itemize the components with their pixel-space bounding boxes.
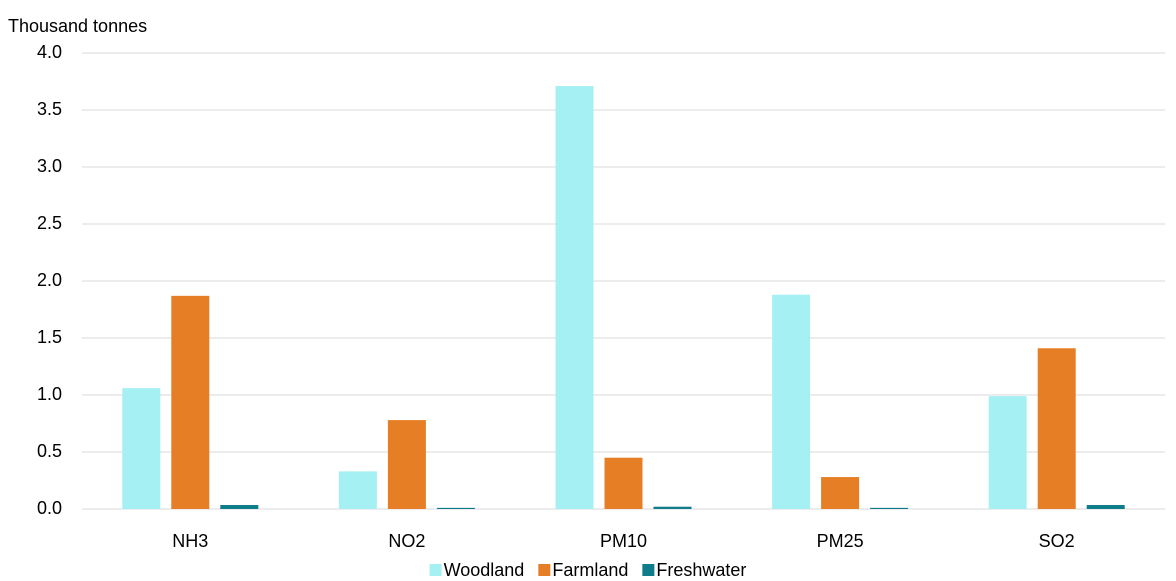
x-tick-label: NO2: [388, 531, 425, 551]
legend-label: Woodland: [444, 560, 525, 580]
y-tick-label: 4.0: [37, 42, 62, 62]
y-tick-label: 2.5: [37, 213, 62, 233]
y-tick-label: 2.0: [37, 270, 62, 290]
x-tick-label: SO2: [1039, 531, 1075, 551]
bar: [772, 294, 811, 509]
bar: [220, 505, 259, 509]
x-tick-label: PM25: [817, 531, 864, 551]
legend-swatch: [642, 564, 655, 576]
bar: [653, 506, 692, 509]
bar: [821, 477, 860, 509]
bar: [988, 396, 1027, 509]
bar: [171, 295, 210, 509]
bar: [1037, 348, 1076, 509]
y-axis-label: Thousand tonnes: [8, 16, 147, 36]
y-tick-label: 3.0: [37, 156, 62, 176]
bar: [870, 507, 909, 509]
y-tick-label: 1.5: [37, 327, 62, 347]
bar: [604, 457, 643, 509]
legend-label: Freshwater: [656, 560, 746, 580]
bar: [1086, 505, 1125, 509]
y-tick-label: 0.5: [37, 441, 62, 461]
legend-swatch: [538, 564, 551, 576]
legend-label: Farmland: [552, 560, 628, 580]
y-tick-label: 3.5: [37, 99, 62, 119]
legend-swatch: [429, 564, 442, 576]
y-tick-label: 1.0: [37, 384, 62, 404]
bar: [338, 471, 377, 509]
bar: [122, 388, 161, 509]
bar: [436, 507, 475, 509]
x-tick-label: PM10: [600, 531, 647, 551]
bar: [555, 86, 594, 509]
bar: [387, 420, 426, 509]
x-tick-label: NH3: [172, 531, 208, 551]
y-tick-label: 0.0: [37, 498, 62, 518]
